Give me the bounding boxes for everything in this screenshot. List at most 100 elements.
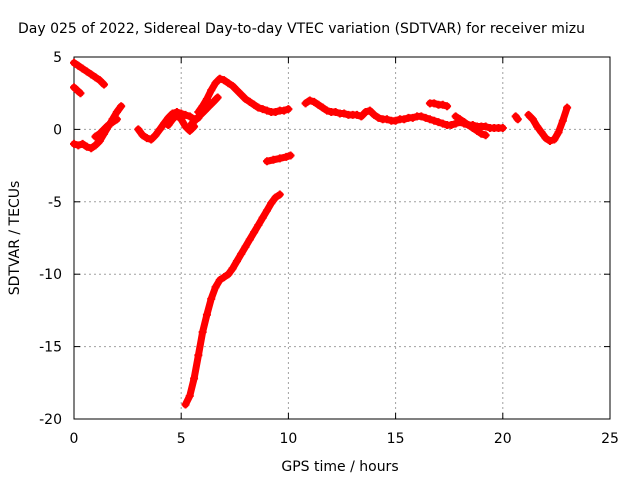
data-point [100, 125, 109, 134]
data-point [232, 86, 241, 95]
data-point [254, 220, 263, 229]
data-point [533, 122, 542, 131]
data-point [430, 116, 439, 125]
data-point [438, 119, 447, 128]
data-point [370, 110, 379, 119]
data-point [237, 90, 246, 99]
y-tick-label: -5 [48, 195, 62, 211]
data-point [460, 118, 469, 127]
data-point [262, 206, 271, 215]
data-point [138, 131, 147, 140]
data-point [91, 132, 100, 141]
data-point [400, 115, 409, 124]
data-point [74, 141, 83, 150]
data-point [112, 115, 121, 124]
data-point [310, 97, 319, 106]
data-point [421, 113, 430, 122]
data-point [262, 157, 271, 166]
data-point [353, 110, 362, 119]
data-point [331, 108, 340, 117]
data-point [301, 99, 310, 108]
data-point [200, 106, 209, 115]
data-point [391, 116, 400, 125]
data-point [250, 228, 259, 237]
data-point [275, 190, 284, 199]
data-point [134, 125, 143, 134]
data-point [282, 152, 291, 161]
data-point [524, 110, 533, 119]
data-point [196, 110, 205, 119]
data-point [550, 135, 559, 144]
data-point [181, 400, 190, 409]
data-point [361, 108, 370, 117]
data-point [357, 112, 366, 121]
x-tick-label: 25 [601, 431, 619, 447]
data-point [318, 103, 327, 112]
y-tick-label: 0 [53, 122, 62, 138]
x-tick-label: 10 [279, 431, 297, 447]
data-point [213, 93, 222, 102]
data-point [211, 79, 220, 88]
data-point [100, 80, 109, 89]
data-point [269, 155, 278, 164]
data-point [271, 193, 280, 202]
data-point [473, 126, 482, 135]
data-point [481, 131, 490, 140]
data-point [172, 110, 181, 119]
data-point [245, 97, 254, 106]
data-point [202, 310, 211, 319]
data-point [305, 96, 314, 105]
data-point [267, 199, 276, 208]
data-point [314, 100, 323, 109]
data-point [250, 100, 259, 109]
data-marks [70, 58, 572, 409]
data-point [451, 119, 460, 128]
data-point [513, 115, 522, 124]
data-point [271, 108, 280, 117]
series-arc-i [182, 191, 284, 408]
data-point [365, 106, 374, 115]
data-point [228, 264, 237, 273]
data-point [192, 115, 201, 124]
data-point [185, 391, 194, 400]
data-point [254, 103, 263, 112]
data-point [451, 112, 460, 121]
data-point [112, 108, 121, 117]
series-arc-o [525, 104, 571, 145]
data-point [215, 74, 224, 83]
data-point [545, 136, 554, 145]
data-point [70, 139, 78, 148]
data-point [425, 115, 434, 124]
data-point [108, 118, 117, 127]
data-point [74, 61, 83, 70]
data-point [464, 121, 473, 130]
data-point [91, 141, 100, 150]
data-point [438, 100, 447, 109]
data-point [340, 109, 349, 118]
x-tick-label: 20 [494, 431, 512, 447]
data-point [541, 134, 550, 143]
data-point [262, 106, 271, 115]
data-point [207, 86, 216, 95]
data-point [275, 154, 284, 163]
data-point [224, 270, 233, 279]
data-point [215, 275, 224, 284]
data-point [220, 76, 229, 85]
data-point [76, 89, 85, 98]
data-point [202, 94, 211, 103]
data-point [104, 121, 113, 130]
data-point [78, 64, 87, 73]
data-point [194, 351, 203, 360]
y-tick-label: -20 [39, 412, 62, 428]
y-tick-label: -15 [39, 340, 62, 356]
data-point [95, 129, 104, 138]
x-tick-label: 5 [177, 431, 186, 447]
data-point [190, 374, 199, 383]
data-point [185, 126, 194, 135]
data-point [554, 128, 563, 137]
data-point [374, 113, 383, 122]
data-point [258, 213, 267, 222]
data-point [151, 131, 160, 140]
data-point [117, 102, 126, 111]
